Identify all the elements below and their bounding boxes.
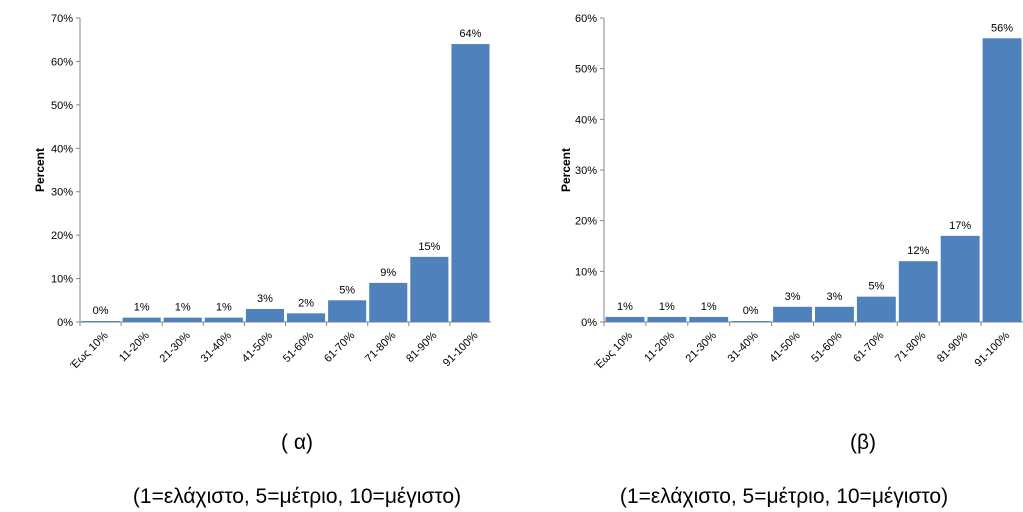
bar-data-label: 0%	[743, 305, 759, 317]
x-tick-label: 91-100%	[973, 329, 1013, 369]
y-axis-title: Percent	[33, 148, 47, 192]
bar-data-label: 5%	[339, 284, 355, 296]
bar-data-label: 1%	[216, 302, 232, 314]
x-tick-label: 41-50%	[767, 329, 802, 364]
x-tick-label: 21-30%	[158, 329, 193, 364]
bar-data-label: 64%	[459, 28, 481, 40]
bar	[245, 308, 284, 322]
bar	[731, 321, 771, 322]
x-tick-label: 51-60%	[809, 329, 844, 364]
bar	[369, 282, 408, 322]
x-tick-label: 71-80%	[893, 329, 928, 364]
y-tick-label: 50%	[575, 64, 597, 76]
y-tick-label: 0%	[581, 317, 597, 329]
bar-data-label: 15%	[418, 241, 440, 253]
bar	[689, 316, 729, 322]
x-tick-label: 61-70%	[322, 329, 357, 364]
bar	[81, 321, 120, 322]
y-tick-label: 60%	[51, 56, 73, 68]
bar-data-label: 1%	[659, 301, 675, 313]
bar-data-label: 1%	[134, 302, 150, 314]
y-tick-label: 30%	[51, 187, 73, 199]
x-tick-label: 51-60%	[281, 329, 316, 364]
bar	[898, 261, 938, 322]
bar	[451, 44, 490, 323]
x-tick-label: 41-50%	[240, 329, 275, 364]
y-tick-label: 60%	[575, 13, 597, 25]
y-tick-label: 30%	[575, 165, 597, 177]
y-tick-label: 20%	[575, 216, 597, 228]
x-tick-label: 61-70%	[851, 329, 886, 364]
bar-data-label: 9%	[380, 267, 396, 279]
x-tick-label: 31-40%	[725, 329, 760, 364]
bar-data-label: 56%	[991, 22, 1013, 34]
caption-a-subtitle: (1=ελάχιστο, 5=μέτριο, 10=μέγιστο)	[132, 485, 462, 508]
x-tick-label: Έως 10%	[592, 329, 635, 372]
bar-data-label: 17%	[949, 220, 971, 232]
caption-a-title: ( α)	[281, 431, 313, 454]
chart-b: 0% 10% 20% 30% 40% 50% 60% Percent 1% Έως 10% 1% 11…	[559, 13, 1023, 372]
bar	[773, 306, 812, 322]
x-tick-label: 31-40%	[199, 329, 234, 364]
x-tick-label: 91-100%	[441, 329, 481, 369]
x-tick-label: 81-90%	[404, 329, 439, 364]
bar	[856, 296, 896, 322]
y-tick-label: 10%	[575, 266, 597, 278]
bar	[982, 38, 1022, 323]
x-tick-label: Έως 10%	[68, 329, 111, 372]
bar-data-label: 1%	[701, 301, 717, 313]
bar	[163, 317, 202, 322]
y-tick-label: 10%	[51, 274, 73, 286]
bar-data-label: 3%	[257, 293, 273, 305]
y-tick-label: 50%	[51, 100, 73, 112]
bar-data-label: 2%	[298, 297, 314, 309]
x-tick-label: 11-20%	[117, 329, 152, 364]
bar	[605, 316, 645, 322]
bar-data-label: 3%	[826, 291, 842, 303]
x-tick-label: 11-20%	[642, 329, 677, 364]
x-tick-label: 81-90%	[935, 329, 970, 364]
x-tick-label: 21-30%	[684, 329, 719, 364]
y-tick-label: 70%	[51, 13, 73, 25]
bar	[204, 317, 243, 322]
x-tick-label: 71-80%	[363, 329, 398, 364]
caption-b-subtitle: (1=ελάχιστο, 5=μέτριο, 10=μέγιστο)	[619, 485, 949, 508]
bar-data-label: 1%	[617, 301, 633, 313]
bar-data-label: 12%	[907, 245, 929, 257]
y-tick-label: 40%	[51, 143, 73, 155]
y-tick-label: 0%	[57, 317, 73, 329]
bar	[410, 256, 449, 322]
bar	[815, 306, 854, 322]
caption-b-title: (β)	[849, 431, 877, 454]
bar-data-label: 5%	[868, 281, 884, 293]
y-axis-title: Percent	[559, 148, 573, 192]
y-tick-label: 20%	[51, 230, 73, 242]
bar	[328, 300, 367, 322]
bar	[940, 235, 980, 322]
bar	[647, 316, 687, 322]
bar-data-label: 1%	[175, 302, 191, 314]
bar-data-label: 0%	[93, 305, 109, 317]
bar-data-label: 3%	[785, 291, 801, 303]
bar	[122, 317, 161, 322]
bar	[287, 313, 326, 322]
y-tick-label: 40%	[575, 114, 597, 126]
